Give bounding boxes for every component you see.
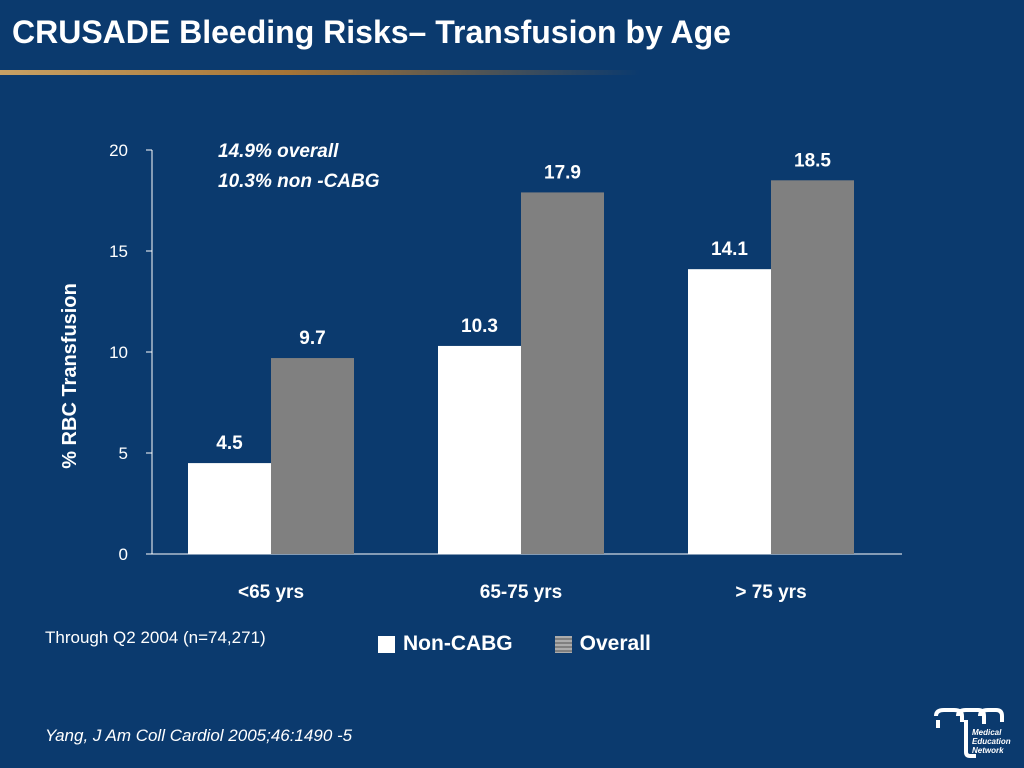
x-tick-label-0: <65 yrs bbox=[238, 582, 304, 603]
bar-non-cabg-0 bbox=[188, 463, 271, 554]
y-tick-label-0: 0 bbox=[119, 545, 128, 564]
medical-education-network-logo-icon bbox=[934, 708, 1004, 758]
legend-swatch-overall bbox=[554, 635, 572, 653]
y-tick-label-2: 10 bbox=[109, 343, 128, 362]
logo-line-2: Education bbox=[972, 737, 1011, 746]
legend-item-non-cabg: Non-CABG bbox=[378, 632, 513, 656]
data-label-overall-1: 17.9 bbox=[544, 162, 581, 183]
data-label-non-cabg-0: 4.5 bbox=[216, 433, 243, 454]
footnote: Through Q2 2004 (n=74,271) bbox=[45, 628, 266, 647]
x-tick-label-2: > 75 yrs bbox=[735, 582, 806, 603]
logo-line-3: Network bbox=[972, 746, 1004, 755]
chart-annotation-1: 10.3% non -CABG bbox=[218, 171, 380, 192]
logo-text: Medical Education Network bbox=[972, 728, 1011, 755]
bar-non-cabg-1 bbox=[438, 345, 521, 554]
bar-overall-0 bbox=[271, 358, 354, 554]
y-axis-label: % RBC Transfusion bbox=[59, 283, 81, 469]
slide-title: CRUSADE Bleeding Risks– Transfusion by A… bbox=[12, 14, 731, 50]
data-label-overall-2: 18.5 bbox=[794, 150, 831, 171]
bar-overall-1 bbox=[521, 192, 604, 555]
citation: Yang, J Am Coll Cardiol 2005;46:1490 -5 bbox=[45, 726, 353, 745]
bar-overall-2 bbox=[771, 180, 854, 555]
legend-label-overall: Overall bbox=[579, 632, 651, 655]
legend-item-overall: Overall bbox=[554, 632, 651, 656]
title-underline bbox=[0, 70, 640, 75]
data-label-non-cabg-1: 10.3 bbox=[461, 316, 498, 337]
x-tick-label-1: 65-75 yrs bbox=[480, 582, 562, 603]
y-tick-label-4: 20 bbox=[109, 141, 128, 160]
chart-legend: Non-CABG Overall bbox=[378, 632, 693, 656]
data-label-non-cabg-2: 14.1 bbox=[711, 239, 748, 260]
legend-swatch-non-cabg bbox=[378, 635, 395, 653]
chart-annotation-0: 14.9% overall bbox=[218, 141, 339, 162]
logo-line-1: Medical bbox=[972, 728, 1002, 737]
bar-non-cabg-2 bbox=[688, 269, 771, 554]
y-tick-label-1: 5 bbox=[119, 444, 128, 463]
data-label-overall-0: 9.7 bbox=[299, 328, 325, 349]
legend-label-non-cabg: Non-CABG bbox=[403, 632, 513, 655]
y-tick-label-3: 15 bbox=[109, 242, 128, 261]
